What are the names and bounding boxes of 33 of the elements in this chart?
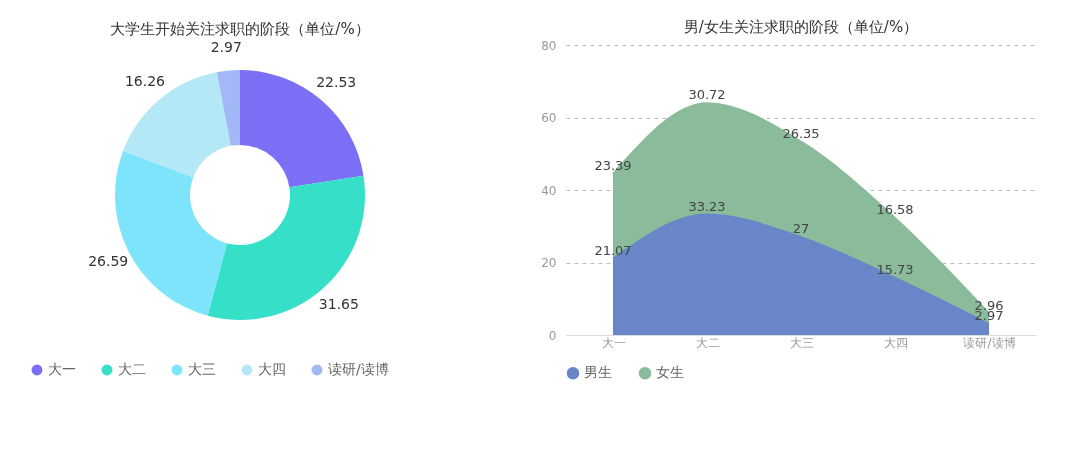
y-tick-label: 60: [541, 111, 557, 125]
y-tick-label: 20: [541, 256, 557, 270]
legend-label: 读研/读博: [328, 361, 389, 377]
data-label: 15.73: [876, 261, 914, 277]
data-label: 27: [792, 221, 810, 237]
legend-label: 大四: [258, 361, 286, 377]
legend-label: 大三: [188, 361, 216, 377]
chart-title: 男/女生关注求职的阶段（单位/%）: [683, 18, 919, 36]
legend-label: 大一: [48, 361, 76, 377]
x-tick-label: 读研/读博: [963, 335, 1016, 350]
y-tick-label: 80: [541, 38, 557, 53]
x-tick-label: 大一: [601, 335, 626, 350]
x-tick-label: 大二: [695, 335, 720, 350]
data-label: 26.59: [88, 253, 129, 270]
chart-title: 大学生开始关注求职的阶段（单位/%）: [110, 19, 370, 38]
y-tick-label: 0: [548, 328, 557, 343]
legend-label: 女生: [656, 364, 684, 381]
x-tick-label: 大四: [883, 335, 908, 350]
donut-slice: [207, 175, 365, 320]
donut-slice: [123, 72, 231, 178]
data-label: 22.53: [316, 73, 357, 90]
data-label: 31.65: [318, 296, 359, 313]
data-label: 30.72: [688, 87, 726, 103]
data-label: 2.97: [974, 308, 1004, 324]
data-label: 16.26: [124, 72, 166, 89]
donut-slice: [240, 70, 364, 188]
x-tick-label: 大三: [789, 335, 814, 350]
legend-label: 男生: [584, 364, 612, 381]
data-label: 33.23: [688, 198, 726, 214]
y-tick-label: 40: [541, 183, 557, 198]
donut-slice: [216, 70, 240, 146]
legend-label: 大二: [118, 361, 146, 377]
data-label: 2.97: [210, 38, 242, 55]
